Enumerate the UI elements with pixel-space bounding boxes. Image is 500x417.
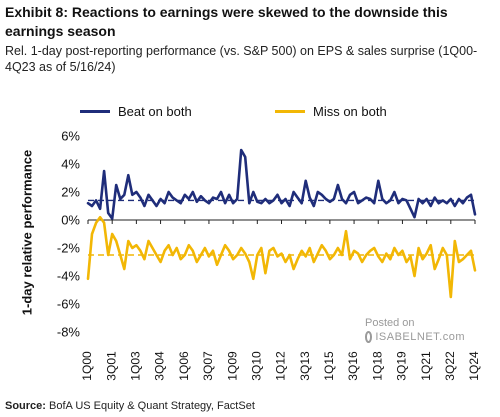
y-tick-label: 2% — [61, 185, 80, 200]
series-line-miss — [86, 215, 477, 299]
watermark-brand: ISABELNET.com — [375, 331, 465, 343]
legend-swatch-beat — [80, 110, 110, 113]
x-tick-label: 3Q19 — [395, 351, 409, 381]
watermark: Posted on ISABELNET.com — [365, 317, 465, 343]
x-tick-label: 3Q22 — [443, 351, 457, 381]
y-tick-label: -4% — [57, 269, 81, 284]
x-tick-label: 3Q16 — [346, 351, 360, 381]
y-tick-label: 6% — [61, 129, 80, 144]
x-tick-label: 1Q06 — [177, 351, 191, 381]
watermark-logo-icon — [365, 331, 373, 343]
chart-legend: Beat on both Miss on both — [80, 104, 500, 122]
chart-title: Exhibit 8: Reactions to earnings were sk… — [5, 4, 448, 39]
x-tick-label: 3Q01 — [104, 351, 118, 381]
y-tick-label: -8% — [57, 325, 81, 340]
x-tick-label: 3Q07 — [201, 351, 215, 381]
x-tick-label: 1Q18 — [370, 351, 384, 381]
x-tick-label: 1Q12 — [274, 351, 288, 381]
series-line-beat — [86, 148, 477, 220]
y-tick-label: 4% — [61, 157, 80, 172]
y-tick-label: -2% — [57, 241, 81, 256]
legend-item-beat: Beat on both — [80, 104, 192, 119]
x-tick-label: 1Q21 — [419, 351, 433, 381]
legend-swatch-miss — [275, 110, 305, 113]
x-tick-label: 1Q09 — [225, 351, 239, 381]
y-tick-label: -6% — [57, 297, 81, 312]
legend-label-beat: Beat on both — [118, 104, 192, 119]
x-tick-label: 3Q10 — [249, 351, 263, 381]
source-text: BofA US Equity & Quant Strategy, FactSet — [49, 400, 255, 412]
legend-item-miss: Miss on both — [275, 104, 387, 119]
chart-subtitle: Rel. 1-day post-reporting performance (v… — [5, 44, 478, 74]
x-tick-label: 1Q24 — [467, 351, 481, 381]
y-tick-label: 0% — [61, 213, 80, 228]
legend-label-miss: Miss on both — [313, 104, 387, 119]
watermark-posted: Posted on — [365, 317, 415, 329]
source-label: Source: — [5, 400, 46, 412]
source-note: Source: BofA US Equity & Quant Strategy,… — [5, 400, 255, 412]
y-axis-label: 1-day relative performance — [19, 149, 35, 316]
x-tick-label: 1Q03 — [129, 351, 143, 381]
x-tick-label: 3Q13 — [298, 351, 312, 381]
x-tick-label: 1Q00 — [80, 351, 94, 381]
x-tick-label: 1Q15 — [322, 351, 336, 381]
x-tick-label: 3Q04 — [153, 351, 167, 381]
